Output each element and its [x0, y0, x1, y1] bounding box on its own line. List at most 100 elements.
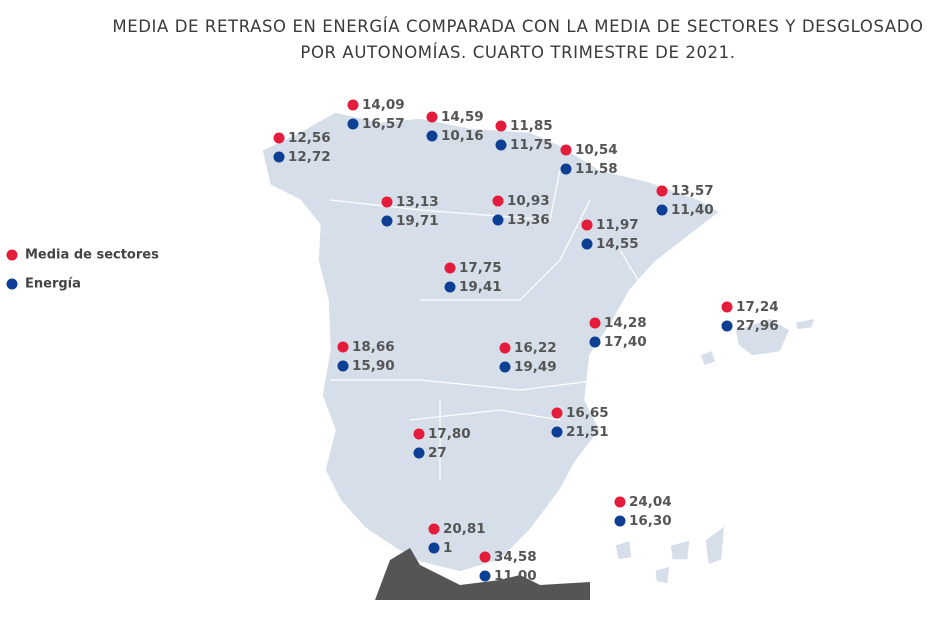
sectores-value: 12,56 — [288, 130, 331, 146]
sectores-dot — [444, 262, 456, 274]
energia-dot — [444, 281, 456, 293]
region-point: 14,28 17,40 — [589, 315, 647, 350]
points: 12,56 12,72 14,09 16,57 14,59 10,16 11,85 11,75… — [273, 97, 779, 584]
region-point: 18,66 15,90 — [337, 339, 395, 374]
sectores-dot — [479, 551, 491, 563]
energia-dot — [656, 204, 668, 216]
energia-dot — [614, 515, 626, 527]
energia-dot — [581, 238, 593, 250]
energia-value: 27,96 — [736, 318, 779, 334]
sectores-dot — [581, 219, 593, 231]
energia-value: 11,00 — [494, 568, 537, 584]
canarias-2 — [669, 539, 691, 561]
sectores-value: 16,65 — [566, 405, 609, 421]
mallorca — [734, 317, 791, 357]
sectores-dot — [499, 342, 511, 354]
legend: Media de sectores Energía — [6, 248, 159, 292]
sectores-dot — [273, 132, 285, 144]
energia-dot — [479, 570, 491, 582]
energia-dot — [495, 139, 507, 151]
sectores-value: 11,97 — [596, 217, 639, 233]
region-point: 16,22 19,49 — [499, 340, 557, 375]
sectores-dot — [589, 317, 601, 329]
energia-value: 10,16 — [441, 128, 484, 144]
canarias-4 — [614, 538, 633, 561]
energia-dot — [413, 447, 425, 459]
canarias-3 — [654, 564, 671, 585]
title: POR AUTONOMÍAS. CUARTO TRIMESTRE DE 2021… — [300, 43, 735, 62]
region-point: 14,59 10,16 — [426, 109, 484, 144]
energia-value: 11,58 — [575, 161, 618, 177]
title: MEDIA DE RETRASO EN ENERGÍA COMPARADA CO… — [112, 17, 923, 36]
sectores-dot — [721, 301, 733, 313]
sectores-dot — [495, 120, 507, 132]
sectores-dot — [560, 144, 572, 156]
sectores-value: 10,93 — [507, 193, 550, 209]
sectores-dot — [337, 341, 349, 353]
energia-dot — [347, 118, 359, 130]
energia-value: 11,40 — [671, 202, 714, 218]
canarias-1 — [704, 523, 726, 567]
sectores-dot — [551, 407, 563, 419]
legend-label: Energía — [25, 277, 81, 292]
energia-value: 21,51 — [566, 424, 609, 440]
sectores-value: 17,24 — [736, 299, 779, 315]
sectores-value: 18,66 — [352, 339, 395, 355]
energia-dot — [381, 215, 393, 227]
region-point: 14,09 16,57 — [347, 97, 405, 132]
energia-value: 15,90 — [352, 358, 395, 374]
border — [329, 169, 651, 480]
peninsula — [261, 111, 722, 573]
sectores-dot — [428, 523, 440, 535]
region-point: 34,58 11,00 — [479, 549, 537, 584]
region-point: 16,65 21,51 — [551, 405, 609, 440]
region-point: 17,75 19,41 — [444, 260, 502, 295]
sectores-value: 14,09 — [362, 97, 405, 113]
sectores-value: 14,59 — [441, 109, 484, 125]
region-point: 13,57 11,40 — [656, 183, 714, 218]
borders — [329, 169, 651, 480]
sectores-dot — [656, 185, 668, 197]
sectores-dot — [413, 428, 425, 440]
energia-dot — [560, 163, 572, 175]
energia-value: 13,36 — [507, 212, 550, 228]
energia-dot — [721, 320, 733, 332]
region-point: 13,13 19,71 — [381, 194, 439, 229]
energia-value: 17,40 — [604, 334, 647, 350]
sectores-dot — [381, 196, 393, 208]
energia-value: 1 — [443, 540, 452, 556]
sectores-dot — [614, 496, 626, 508]
sectores-dot — [347, 99, 359, 111]
energia-value: 19,71 — [396, 213, 439, 229]
energia-dot — [428, 542, 440, 554]
sectores-dot — [492, 195, 504, 207]
region-point: 12,56 12,72 — [273, 130, 331, 165]
map-shapes — [261, 111, 817, 585]
energia-value: 12,72 — [288, 149, 331, 165]
energia-dot — [499, 361, 511, 373]
region-point: 10,54 11,58 — [560, 142, 618, 177]
region-point: 11,85 11,75 — [495, 118, 553, 153]
sectores-value: 13,57 — [671, 183, 714, 199]
region-point: 20,81 1 — [428, 521, 486, 556]
energia-dot — [273, 151, 285, 163]
ibiza — [699, 348, 717, 367]
sectores-value: 24,04 — [629, 494, 672, 510]
energia-dot — [492, 214, 504, 226]
sectores-value: 34,58 — [494, 549, 537, 565]
sectores-value: 17,75 — [459, 260, 502, 276]
energia-dot — [551, 426, 563, 438]
region-point: 11,97 14,55 — [581, 217, 639, 252]
energia-dot — [426, 130, 438, 142]
sectores-dot — [426, 111, 438, 123]
gibraltar — [375, 548, 590, 600]
sectores-value: 13,13 — [396, 194, 439, 210]
region-point: 17,24 27,96 — [721, 299, 779, 334]
legend-dot — [6, 249, 18, 261]
legend-label: Media de sectores — [25, 248, 159, 263]
energia-value: 19,41 — [459, 279, 502, 295]
energia-value: 11,75 — [510, 137, 553, 153]
sectores-value: 16,22 — [514, 340, 557, 356]
